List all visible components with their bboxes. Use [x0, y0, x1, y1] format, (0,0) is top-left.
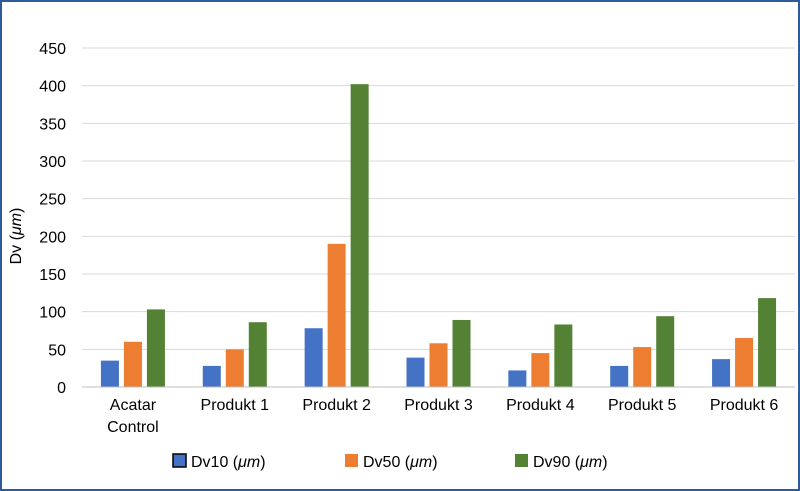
bar-1-6 [610, 365, 629, 387]
legend-label: Dv90 (μm) [533, 454, 608, 471]
y-tick-label: 300 [39, 154, 66, 171]
y-axis-label-suffix: ) [8, 208, 25, 213]
y-axis-label-unit: μm [8, 213, 25, 236]
bar-2-1 [123, 341, 142, 387]
x-category-label: Produkt 2 [302, 397, 371, 414]
x-category-label-line: Produkt 4 [506, 397, 575, 414]
bar-3-1 [146, 309, 165, 387]
legend-label-unit: μm [409, 454, 432, 471]
bar-1-3 [304, 328, 323, 387]
bar-2-5 [531, 353, 550, 387]
bar-3-4 [452, 319, 471, 387]
x-category-label-line: Control [107, 419, 159, 436]
bar-2-2 [225, 349, 244, 387]
x-category-label: Produkt 3 [404, 397, 473, 414]
y-tick-label: 200 [39, 229, 66, 246]
y-tick-label: 400 [39, 79, 66, 96]
legend: Dv10 (μm) Dv50 (μm) Dv90 (μm) [172, 453, 608, 471]
bar-1-1 [100, 360, 119, 387]
x-axis-categories: Acatar Control Produkt 1 Produkt 2 Produkt 3… [107, 397, 778, 436]
bar-1-5 [508, 370, 527, 387]
legend-item: Dv90 (μm) [515, 454, 608, 471]
legend-swatch [515, 454, 528, 467]
y-tick-label: 250 [39, 192, 66, 209]
x-category-label-line: Produkt 2 [302, 397, 371, 414]
bar-2-3 [327, 243, 346, 387]
bar-2-4 [429, 343, 448, 387]
y-tick-label: 50 [48, 342, 66, 359]
bar-3-3 [350, 84, 369, 387]
legend-label-suffix: ) [432, 454, 437, 471]
bar-1-7 [712, 359, 731, 387]
bar-3-5 [554, 324, 573, 387]
legend-item: Dv10 (μm) [172, 453, 266, 471]
y-tick-label: 100 [39, 305, 66, 322]
bar-3-7 [758, 298, 777, 387]
x-category-label-line: Acatar [110, 397, 157, 414]
legend-label: Dv50 (μm) [363, 454, 438, 471]
bar-1-2 [202, 365, 221, 387]
y-axis-label-prefix: Dv ( [8, 234, 25, 264]
legend-label-prefix: Dv10 ( [191, 454, 239, 471]
y-tick-label: 350 [39, 116, 66, 133]
bar-3-2 [248, 322, 267, 387]
legend-label: Dv10 (μm) [191, 454, 266, 471]
legend-label-unit: μm [237, 454, 260, 471]
x-category-label-line: Produkt 3 [404, 397, 473, 414]
legend-item: Dv50 (μm) [345, 454, 438, 471]
y-tick-label: 150 [39, 267, 66, 284]
x-category-label-line: Produkt 5 [608, 397, 677, 414]
legend-label-suffix: ) [260, 454, 265, 471]
bar-3-6 [656, 316, 675, 387]
bar-2-6 [633, 347, 652, 387]
x-category-label: Produkt 5 [608, 397, 677, 414]
gridlines [82, 47, 795, 350]
legend-label-prefix: Dv50 ( [363, 454, 411, 471]
x-category-label: Produkt 4 [506, 397, 575, 414]
y-tick-label: 450 [39, 41, 66, 58]
y-axis-ticks: 0 50 100 150 200 250 300 350 400 450 [39, 41, 66, 397]
x-category-label-line: Produkt 6 [710, 397, 779, 414]
legend-swatch [172, 453, 187, 468]
x-category-label: Produkt 6 [710, 397, 779, 414]
legend-swatch [345, 454, 358, 467]
bar-1-4 [406, 357, 425, 387]
x-category-label: Acatar Control [107, 397, 159, 436]
x-category-label: Produkt 1 [201, 397, 270, 414]
legend-label-suffix: ) [602, 454, 607, 471]
x-category-label-line: Produkt 1 [201, 397, 270, 414]
y-axis-label: Dv (μm) [8, 208, 25, 265]
legend-label-prefix: Dv90 ( [533, 454, 581, 471]
bars [100, 84, 777, 387]
legend-label-unit: μm [579, 454, 602, 471]
bar-2-7 [735, 338, 754, 387]
y-tick-label: 0 [57, 380, 66, 397]
